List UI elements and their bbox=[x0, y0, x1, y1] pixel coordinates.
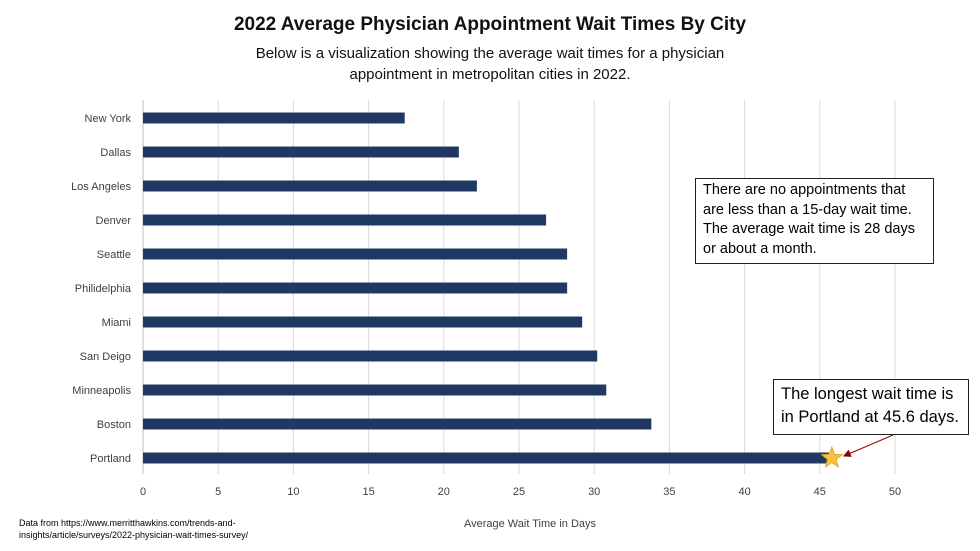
bar bbox=[143, 384, 607, 396]
x-tick-label: 45 bbox=[814, 486, 826, 498]
bar bbox=[143, 248, 568, 260]
bar bbox=[143, 112, 405, 124]
category-label: Seattle bbox=[97, 249, 131, 261]
bar bbox=[143, 180, 477, 192]
x-tick-label: 25 bbox=[513, 486, 525, 498]
bar bbox=[143, 418, 652, 430]
category-label: Portland bbox=[90, 453, 131, 465]
category-label: Dallas bbox=[100, 147, 131, 159]
bar bbox=[143, 282, 568, 294]
star-marker bbox=[820, 445, 844, 468]
category-label: Denver bbox=[96, 215, 132, 227]
category-labels: New York Dallas Los Angeles Denver Seattle Ph… bbox=[71, 113, 132, 465]
chart-title: 2022 Average Physician Appointment Wait … bbox=[233, 14, 747, 35]
x-axis-label: Average Wait Time in Days bbox=[464, 518, 597, 530]
bar bbox=[143, 214, 547, 226]
bar bbox=[143, 350, 598, 362]
category-label: Philidelphia bbox=[75, 283, 132, 295]
bar bbox=[143, 146, 459, 158]
category-label: Los Angeles bbox=[71, 181, 131, 193]
x-tick-label: 15 bbox=[362, 486, 374, 498]
longest-wait-annotation: The longest wait time is in Portland at … bbox=[773, 379, 969, 435]
x-tick-label: 20 bbox=[438, 486, 450, 498]
x-tick-label: 40 bbox=[738, 486, 750, 498]
x-tick-label: 5 bbox=[215, 486, 221, 498]
category-label: Minneapolis bbox=[72, 385, 131, 397]
x-tick-label: 50 bbox=[889, 486, 901, 498]
x-tick-label: 30 bbox=[588, 486, 600, 498]
bar bbox=[143, 452, 829, 464]
data-source-note: Data from https://www.merritthawkins.com… bbox=[19, 518, 249, 540]
category-label: New York bbox=[85, 113, 132, 125]
x-tick-labels: 0 5 10 15 20 25 30 35 40 45 50 bbox=[140, 486, 901, 498]
chart-subtitle: Below is a visualization showing the ave… bbox=[255, 45, 725, 83]
bar bbox=[143, 316, 583, 328]
x-tick-label: 10 bbox=[287, 486, 299, 498]
summary-annotation: There are no appointments that are less … bbox=[695, 178, 934, 264]
annotation-arrow bbox=[842, 434, 894, 457]
category-label: Boston bbox=[97, 419, 131, 431]
annotation-marker bbox=[820, 434, 894, 468]
x-tick-label: 35 bbox=[663, 486, 675, 498]
category-label: Miami bbox=[102, 317, 131, 329]
category-label: San Deigo bbox=[80, 351, 131, 363]
bars bbox=[143, 112, 829, 464]
x-tick-label: 0 bbox=[140, 486, 146, 498]
